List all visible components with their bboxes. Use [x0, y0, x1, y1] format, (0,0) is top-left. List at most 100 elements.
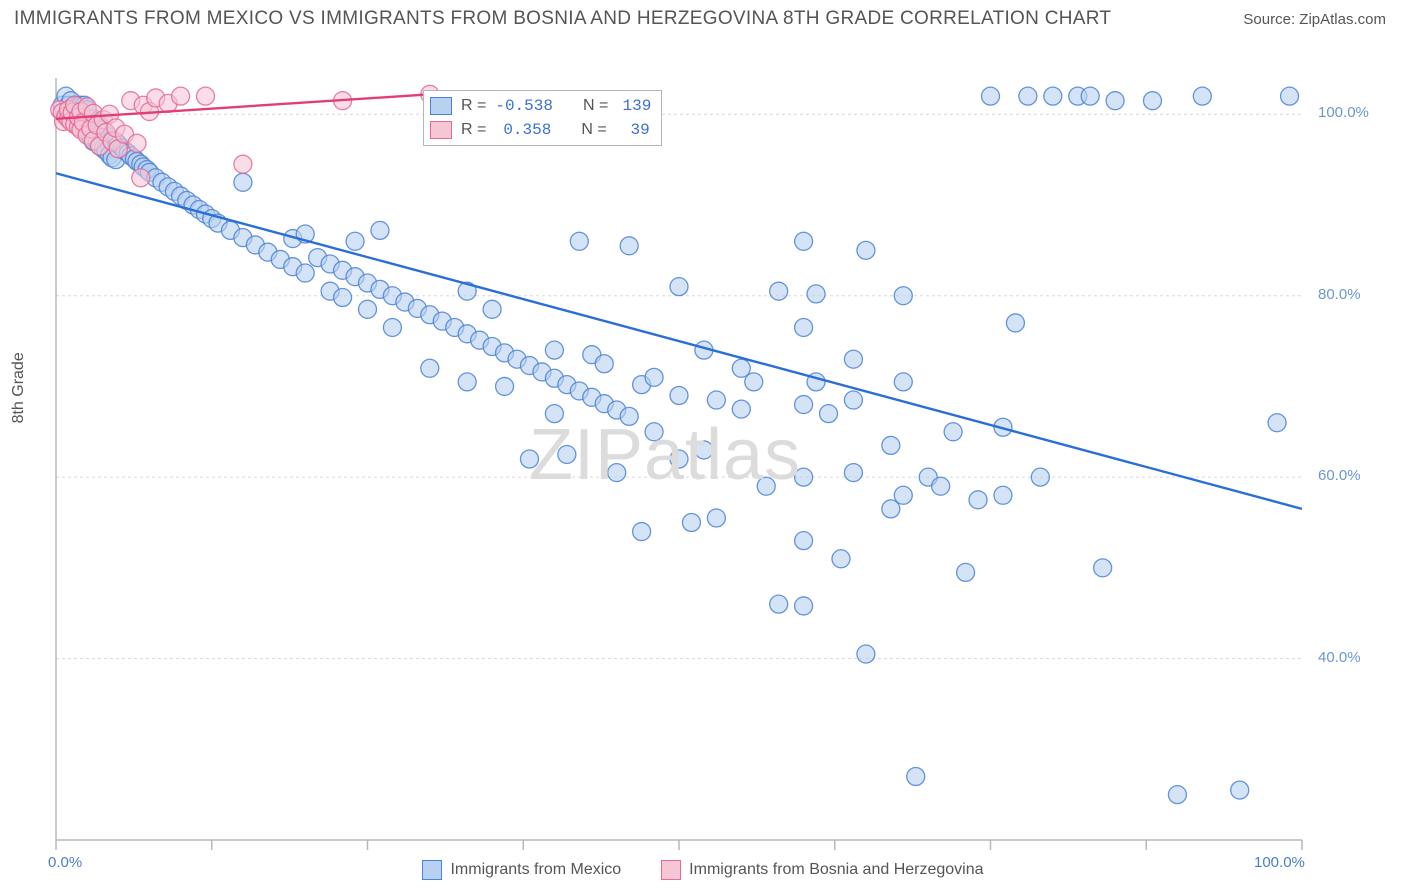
- scatter-point: [197, 87, 215, 105]
- scatter-point: [795, 532, 813, 550]
- scatter-point: [334, 289, 352, 307]
- n-label: N =: [583, 94, 608, 118]
- scatter-point: [820, 405, 838, 423]
- scatter-point: [359, 300, 377, 318]
- y-tick-label: 100.0%: [1318, 104, 1369, 121]
- scatter-point: [595, 355, 613, 373]
- scatter-point: [795, 232, 813, 250]
- scatter-point: [707, 391, 725, 409]
- y-tick-label: 80.0%: [1318, 286, 1361, 303]
- scatter-point: [707, 509, 725, 527]
- legend-swatch: [430, 97, 452, 115]
- legend-label: Immigrants from Mexico: [450, 861, 621, 879]
- scatter-point: [757, 477, 775, 495]
- scatter-point: [770, 595, 788, 613]
- n-label: N =: [581, 118, 606, 142]
- scatter-point: [1143, 92, 1161, 110]
- scatter-point: [832, 550, 850, 568]
- scatter-point: [496, 377, 514, 395]
- scatter-point: [844, 391, 862, 409]
- stat-legend-row: R = 0.358 N = 39: [430, 118, 651, 142]
- scatter-point: [458, 373, 476, 391]
- scatter-point: [670, 387, 688, 405]
- scatter-point: [645, 423, 663, 441]
- scatter-point: [1168, 786, 1186, 804]
- scatter-point: [620, 407, 638, 425]
- scatter-point: [770, 282, 788, 300]
- r-label: R =: [461, 94, 486, 118]
- scatter-point: [620, 237, 638, 255]
- scatter-point: [545, 341, 563, 359]
- y-axis-label: 8th Grade: [10, 352, 28, 423]
- legend-item: Immigrants from Bosnia and Herzegovina: [661, 860, 983, 880]
- source-link[interactable]: ZipAtlas.com: [1299, 11, 1386, 28]
- scatter-point: [894, 373, 912, 391]
- scatter-point: [857, 645, 875, 663]
- scatter-point: [1106, 92, 1124, 110]
- scatter-point: [296, 264, 314, 282]
- legend-swatch: [422, 860, 442, 880]
- scatter-point: [732, 400, 750, 418]
- legend-item: Immigrants from Mexico: [422, 860, 621, 880]
- scatter-point: [944, 423, 962, 441]
- scatter-point: [1281, 87, 1299, 105]
- scatter-point: [172, 87, 190, 105]
- legend-swatch: [430, 121, 452, 139]
- scatter-point: [371, 221, 389, 239]
- scatter-point: [421, 359, 439, 377]
- scatter-plot-svg: [0, 34, 1406, 884]
- source-prefix: Source:: [1243, 11, 1299, 28]
- scatter-point: [670, 450, 688, 468]
- scatter-point: [633, 523, 651, 541]
- scatter-point: [982, 87, 1000, 105]
- scatter-point: [795, 318, 813, 336]
- scatter-point: [670, 278, 688, 296]
- scatter-point: [132, 169, 150, 187]
- legend-label: Immigrants from Bosnia and Herzegovina: [689, 861, 983, 879]
- scatter-point: [695, 441, 713, 459]
- scatter-point: [1231, 781, 1249, 799]
- scatter-point: [608, 464, 626, 482]
- series-legend: Immigrants from Mexico Immigrants from Bo…: [0, 860, 1406, 880]
- scatter-point: [894, 486, 912, 504]
- scatter-point: [1268, 414, 1286, 432]
- n-value: 39: [616, 118, 650, 142]
- scatter-point: [857, 241, 875, 259]
- r-value: -0.538: [495, 94, 553, 118]
- scatter-point: [1044, 87, 1062, 105]
- scatter-point: [383, 318, 401, 336]
- scatter-point: [932, 477, 950, 495]
- scatter-point: [1094, 559, 1112, 577]
- stat-legend-row: R = -0.538N = 139: [430, 94, 651, 118]
- scatter-point: [795, 396, 813, 414]
- scatter-point: [234, 155, 252, 173]
- chart-area: 8th Grade ZIPatlas R = -0.538N = 139R = …: [0, 34, 1406, 884]
- correlation-stats-legend: R = -0.538N = 139R = 0.358N = 39: [423, 90, 662, 146]
- scatter-point: [894, 287, 912, 305]
- scatter-point: [1081, 87, 1099, 105]
- scatter-point: [558, 445, 576, 463]
- scatter-point: [969, 491, 987, 509]
- chart-header: IMMIGRANTS FROM MEXICO VS IMMIGRANTS FRO…: [0, 0, 1406, 34]
- scatter-point: [957, 563, 975, 581]
- scatter-point: [545, 405, 563, 423]
- scatter-point: [745, 373, 763, 391]
- scatter-point: [645, 368, 663, 386]
- scatter-point: [994, 486, 1012, 504]
- scatter-point: [1019, 87, 1037, 105]
- y-tick-label: 40.0%: [1318, 649, 1361, 666]
- scatter-point: [907, 768, 925, 786]
- scatter-point: [844, 350, 862, 368]
- scatter-point: [682, 514, 700, 532]
- scatter-point: [807, 285, 825, 303]
- scatter-point: [795, 597, 813, 615]
- scatter-point: [346, 232, 364, 250]
- scatter-point: [234, 173, 252, 191]
- legend-swatch: [661, 860, 681, 880]
- r-label: R =: [461, 118, 486, 142]
- scatter-point: [1006, 314, 1024, 332]
- scatter-point: [795, 468, 813, 486]
- source-attribution: Source: ZipAtlas.com: [1243, 11, 1386, 28]
- scatter-point: [882, 436, 900, 454]
- r-value: 0.358: [495, 118, 551, 142]
